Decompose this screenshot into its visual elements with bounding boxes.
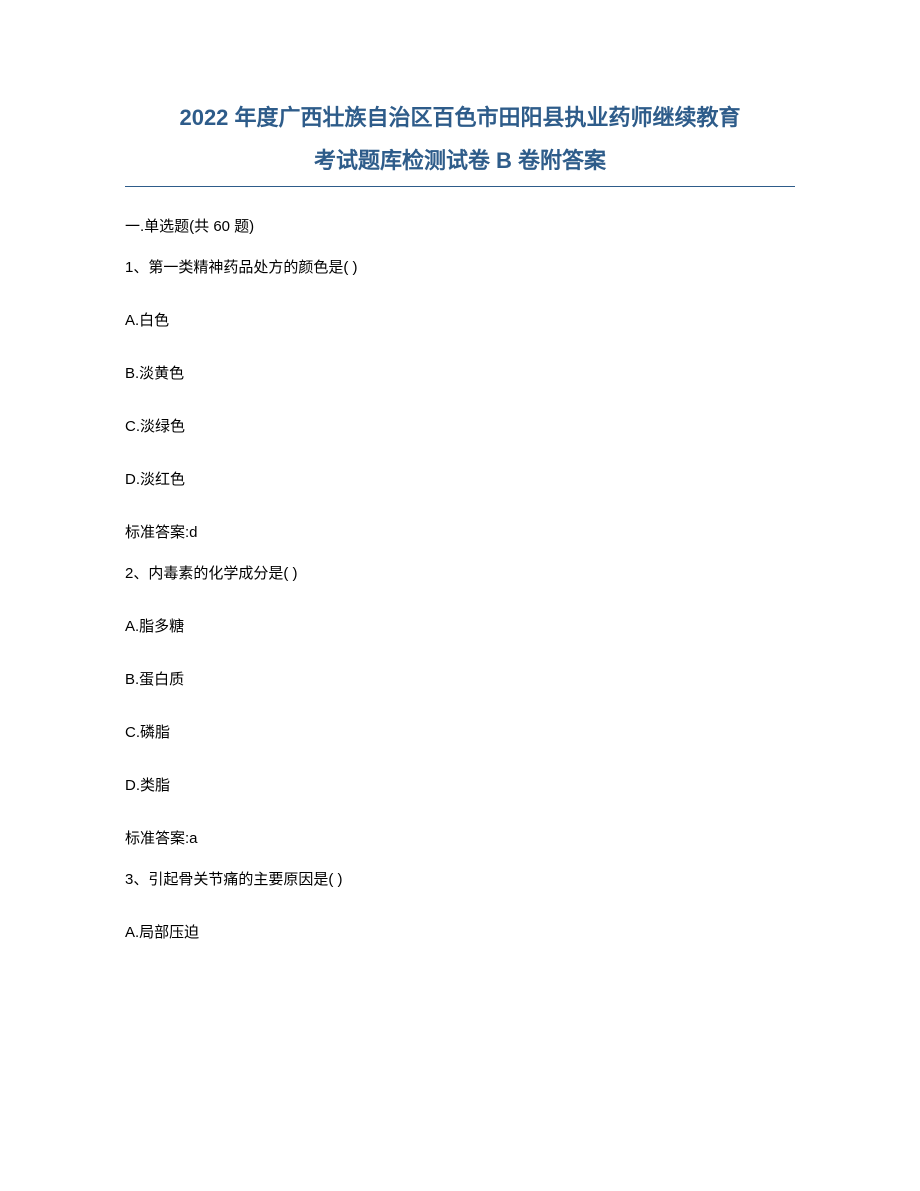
question-3-option-a: A.局部压迫 xyxy=(125,921,795,942)
question-1-option-d: D.淡红色 xyxy=(125,468,795,489)
question-2-option-b: B.蛋白质 xyxy=(125,668,795,689)
question-2-option-d: D.类脂 xyxy=(125,774,795,795)
title-underline xyxy=(125,186,795,187)
question-1-text: 1、第一类精神药品处方的颜色是( ) xyxy=(125,256,795,277)
question-3-text: 3、引起骨关节痛的主要原因是( ) xyxy=(125,868,795,889)
question-2-option-a: A.脂多糖 xyxy=(125,615,795,636)
section-header: 一.单选题(共 60 题) xyxy=(125,215,795,236)
question-2-option-c: C.磷脂 xyxy=(125,721,795,742)
document-title-line1: 2022 年度广西壮族自治区百色市田阳县执业药师继续教育 xyxy=(125,100,795,135)
question-1-option-c: C.淡绿色 xyxy=(125,415,795,436)
question-1-option-a: A.白色 xyxy=(125,309,795,330)
document-title-line2: 考试题库检测试卷 B 卷附答案 xyxy=(125,143,795,178)
question-1-answer: 标准答案:d xyxy=(125,521,795,542)
question-2-text: 2、内毒素的化学成分是( ) xyxy=(125,562,795,583)
question-1-option-b: B.淡黄色 xyxy=(125,362,795,383)
question-2-answer: 标准答案:a xyxy=(125,827,795,848)
